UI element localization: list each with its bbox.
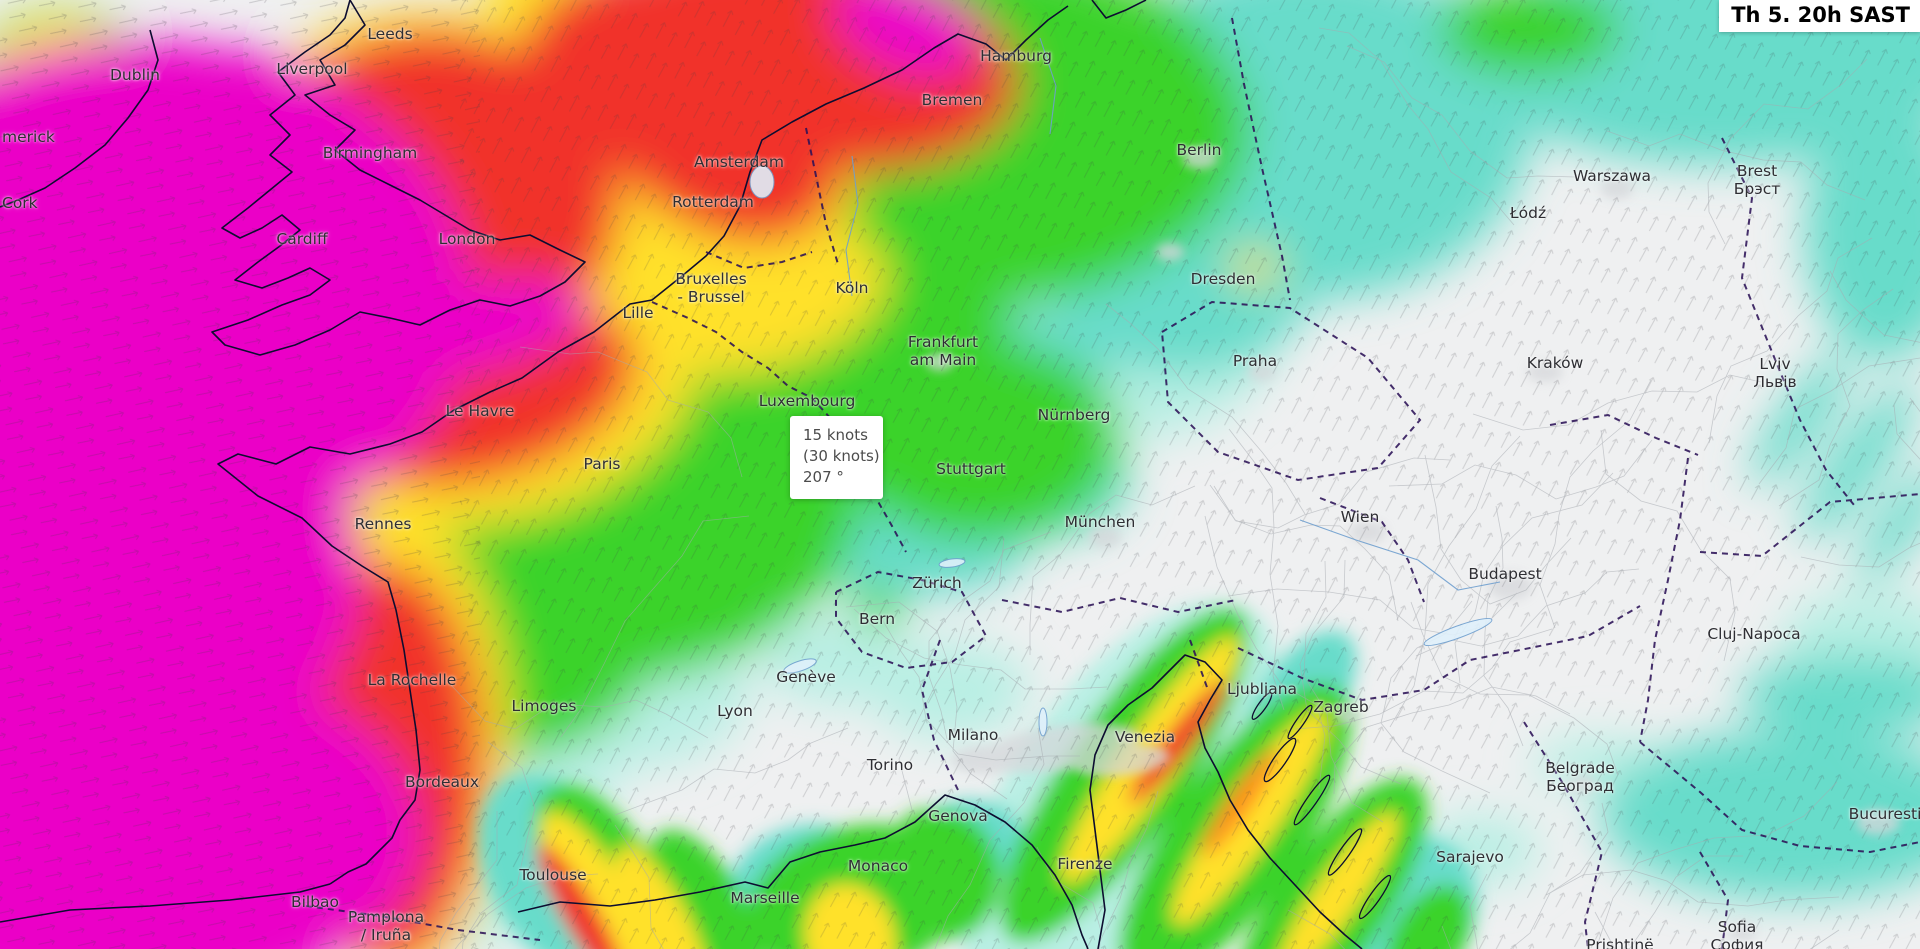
wind-tooltip: 15 knots (30 knots) 207 °: [790, 416, 883, 499]
tooltip-direction: 207 °: [803, 468, 844, 486]
tooltip-speed: 15 knots: [803, 426, 868, 444]
time-badge[interactable]: Th 5. 20h SAST: [1719, 0, 1920, 32]
tooltip-gust: (30 knots): [803, 447, 880, 465]
